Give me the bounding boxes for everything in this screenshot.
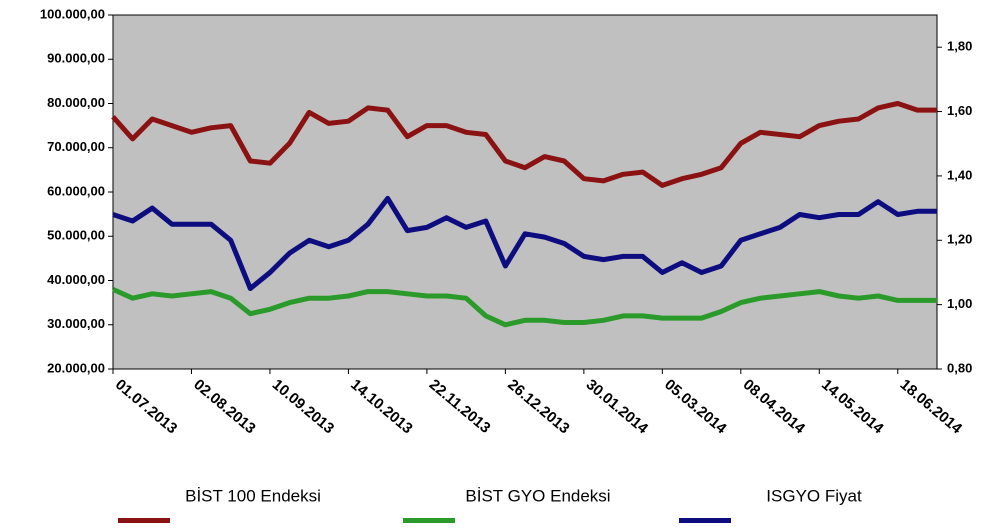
x-tick-label: 26.12.2013 (504, 376, 572, 437)
plot-area (112, 14, 938, 370)
y2-tick-label: 1,00 (947, 296, 972, 311)
legend-swatch (403, 518, 455, 526)
x-tick-label: 18.06.2014 (897, 376, 966, 438)
y-tick-label: 100.000,00 (40, 6, 105, 21)
series-line (111, 287, 937, 328)
legend-swatch (118, 518, 170, 526)
y2-tick-label: 1,20 (947, 232, 972, 247)
x-tick-label: 08.04.2014 (740, 376, 809, 438)
x-tick-label: 30.01.2014 (583, 376, 652, 438)
legend-label: BİST 100 Endeksi (185, 486, 321, 505)
legend-swatch (679, 518, 731, 526)
y2-tick-label: 0,80 (947, 360, 972, 375)
y-tick-label: 50.000,00 (47, 228, 105, 243)
legend-label: ISGYO Fiyat (766, 486, 862, 505)
y-tick-label: 40.000,00 (47, 272, 105, 287)
y-tick-label: 90.000,00 (47, 51, 105, 66)
legend-label: BİST GYO Endeksi (465, 486, 610, 505)
x-tick-label: 14.10.2013 (347, 376, 415, 437)
y-tick-label: 30.000,00 (47, 316, 105, 331)
x-tick-label: 01.07.2013 (112, 376, 180, 437)
y-tick-label: 20.000,00 (47, 360, 105, 375)
y2-tick-label: 1,60 (947, 103, 972, 118)
series-line (111, 101, 937, 188)
x-tick-label: 02.08.2013 (190, 376, 258, 437)
x-tick-label: 05.03.2014 (661, 376, 730, 438)
y2-tick-label: 1,80 (947, 39, 972, 54)
x-tick-label: 14.05.2014 (818, 376, 887, 438)
x-tick-label: 22.11.2013 (426, 376, 494, 437)
series-line (112, 195, 937, 291)
y-tick-label: 60.000,00 (47, 183, 105, 198)
x-tick-label: 10.09.2013 (269, 376, 337, 437)
y2-tick-label: 1,40 (947, 167, 972, 182)
y-tick-label: 70.000,00 (47, 139, 105, 154)
y-tick-label: 80.000,00 (47, 95, 105, 110)
